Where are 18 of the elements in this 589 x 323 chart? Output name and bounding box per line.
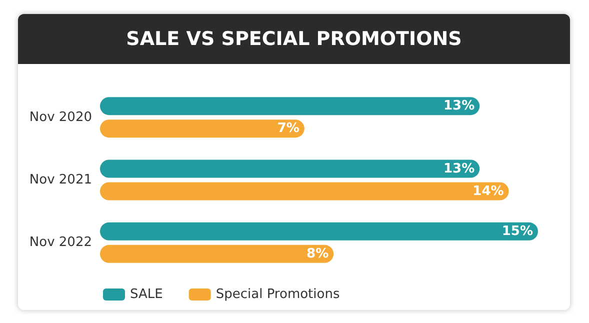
chart-title: SALE VS SPECIAL PROMOTIONS [18, 14, 570, 64]
bar [100, 97, 480, 116]
data-label: 15% [502, 224, 533, 239]
y-tick-label: Nov 2020 [29, 110, 92, 125]
data-label: 8% [306, 246, 329, 262]
data-label: 14% [472, 184, 504, 199]
data-label: 7% [277, 121, 300, 136]
data-label: 13% [443, 161, 475, 176]
data-label: 13% [443, 98, 475, 114]
bar [100, 160, 480, 178]
legend-label: Special Promotions [216, 287, 340, 302]
y-tick-label: Nov 2022 [29, 235, 92, 250]
bar [100, 120, 304, 138]
bar [100, 182, 509, 200]
y-tick-label: Nov 2021 [29, 172, 92, 188]
legend-label: SALE [130, 287, 163, 302]
bar [100, 222, 538, 240]
bar [100, 244, 334, 263]
